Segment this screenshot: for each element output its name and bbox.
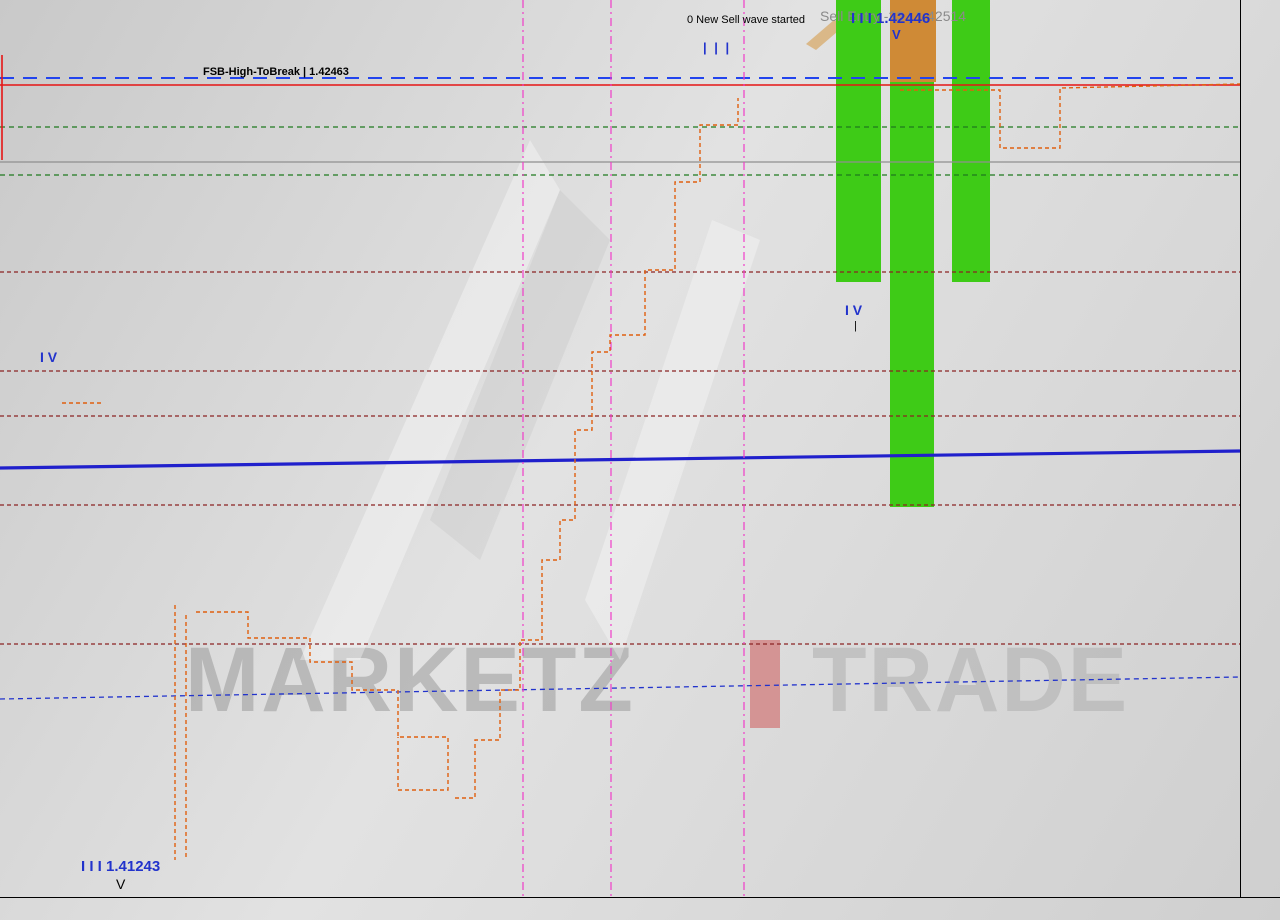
stop-trail-line — [196, 611, 449, 791]
stop-trail-line — [455, 98, 739, 799]
logo-shape — [300, 140, 560, 660]
stop-trail-line — [900, 83, 1241, 149]
logo-gold-shape — [806, 20, 844, 50]
signal-zone-band — [836, 0, 881, 282]
watermark-red-bar — [750, 640, 780, 728]
signal-zone-band — [890, 0, 936, 82]
level-line — [0, 449, 1241, 470]
logo-shape — [585, 220, 760, 660]
logo-shape — [430, 190, 610, 560]
time-axis[interactable] — [0, 897, 1280, 920]
signal-zone-band — [952, 0, 990, 282]
watermark-brand-left: MARKETZ — [185, 629, 635, 731]
signal-zone-band — [890, 82, 934, 507]
price-axis[interactable] — [1240, 0, 1280, 897]
